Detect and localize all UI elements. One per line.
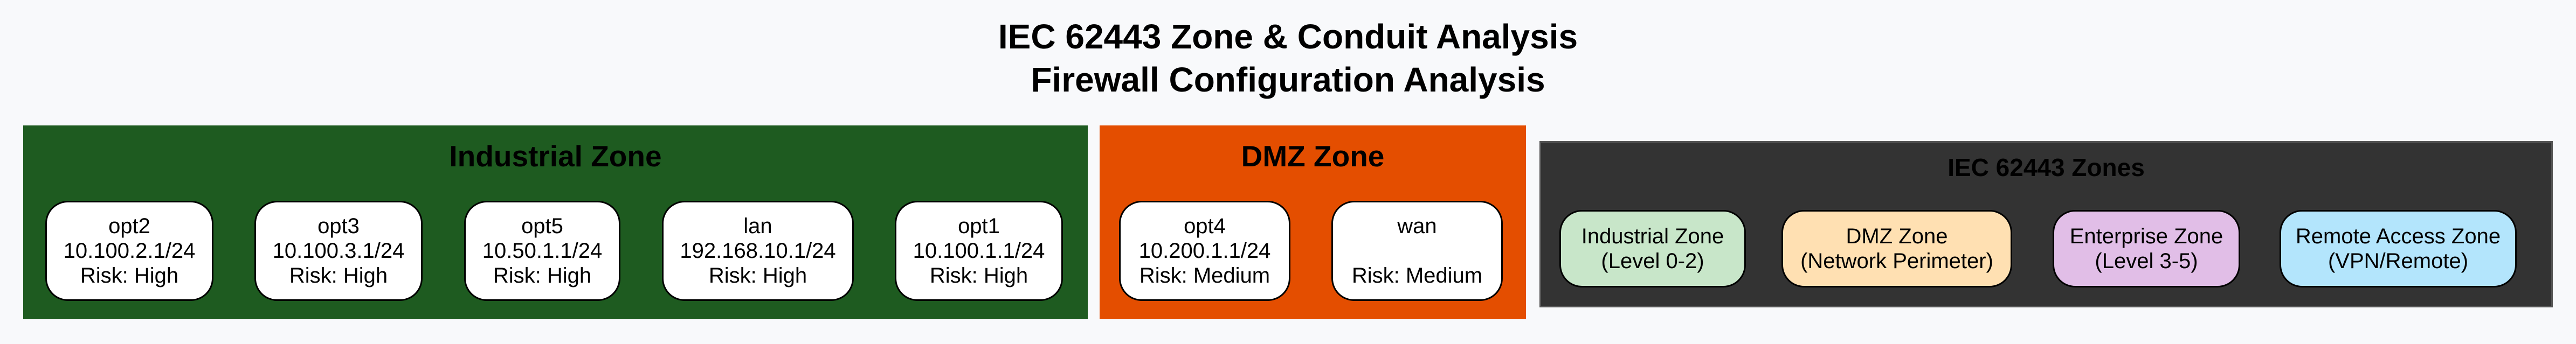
legend-item-title: DMZ Zone — [1846, 224, 1948, 248]
legend-item-remote-access-zone: Remote Access Zone (VPN/Remote) — [2280, 210, 2517, 287]
legend-item-subtitle: (VPN/Remote) — [2328, 249, 2469, 273]
interface-node-opt1: opt1 10.100.1.1/24 Risk: High — [895, 201, 1063, 301]
legend-item-title: Enterprise Zone — [2069, 224, 2223, 248]
interface-node-wan: wan Risk: Medium — [1331, 201, 1503, 301]
industrial-zone-label: Industrial Zone — [449, 139, 662, 173]
legend-item-enterprise-zone: Enterprise Zone (Level 3-5) — [2053, 210, 2240, 287]
interface-name: opt4 — [1184, 214, 1226, 238]
legend-item-title: Industrial Zone — [1581, 224, 1724, 248]
interface-name: opt1 — [958, 214, 1000, 238]
interface-name: opt2 — [108, 214, 150, 238]
diagram-title-line-1: IEC 62443 Zone & Conduit Analysis — [998, 17, 1578, 56]
industrial-zone-cluster: Industrial Zone opt2 10.100.2.1/24 Risk:… — [23, 125, 1088, 319]
legend-zones-cluster: IEC 62443 Zones Industrial Zone (Level 0… — [1539, 141, 2553, 307]
interface-risk: Risk: High — [708, 264, 807, 287]
legend-title: IEC 62443 Zones — [1947, 153, 2145, 181]
dmz-zone-label: DMZ Zone — [1241, 139, 1385, 173]
interface-name: wan — [1397, 214, 1437, 238]
interface-risk: Risk: High — [929, 264, 1028, 287]
interface-name: lan — [743, 214, 772, 238]
interface-subnet: 192.168.10.1/24 — [680, 239, 836, 263]
interface-risk: Risk: High — [80, 264, 179, 287]
legend-item-title: Remote Access Zone — [2295, 224, 2501, 248]
interface-name: opt5 — [521, 214, 563, 238]
legend-item-subtitle: (Level 3-5) — [2095, 249, 2198, 273]
interface-node-opt2: opt2 10.100.2.1/24 Risk: High — [45, 201, 213, 301]
interface-subnet: 10.50.1.1/24 — [482, 239, 603, 263]
interface-risk: Risk: Medium — [1351, 264, 1483, 287]
interface-risk: Risk: Medium — [1139, 264, 1270, 287]
legend-item-subtitle: (Network Perimeter) — [1800, 249, 1993, 273]
interface-subnet: 10.100.3.1/24 — [272, 239, 405, 263]
legend-item-industrial-zone: Industrial Zone (Level 0-2) — [1559, 210, 1746, 287]
interface-risk: Risk: High — [493, 264, 592, 287]
interface-name: opt3 — [317, 214, 360, 238]
interface-node-lan: lan 192.168.10.1/24 Risk: High — [662, 201, 854, 301]
dmz-zone-cluster: DMZ Zone opt4 10.200.1.1/24 Risk: Medium… — [1100, 125, 1526, 319]
interface-subnet: 10.100.1.1/24 — [913, 239, 1045, 263]
interface-node-opt3: opt3 10.100.3.1/24 Risk: High — [254, 201, 423, 301]
interface-subnet: 10.200.1.1/24 — [1138, 239, 1271, 263]
interface-risk: Risk: High — [289, 264, 388, 287]
legend-item-subtitle: (Level 0-2) — [1601, 249, 1704, 273]
interface-node-opt5: opt5 10.50.1.1/24 Risk: High — [464, 201, 620, 301]
interface-subnet: 10.100.2.1/24 — [63, 239, 196, 263]
interface-node-opt4: opt4 10.200.1.1/24 Risk: Medium — [1119, 201, 1290, 301]
legend-item-dmz-zone: DMZ Zone (Network Perimeter) — [1781, 210, 2012, 287]
diagram-title-line-2: Firewall Configuration Analysis — [1031, 60, 1545, 99]
